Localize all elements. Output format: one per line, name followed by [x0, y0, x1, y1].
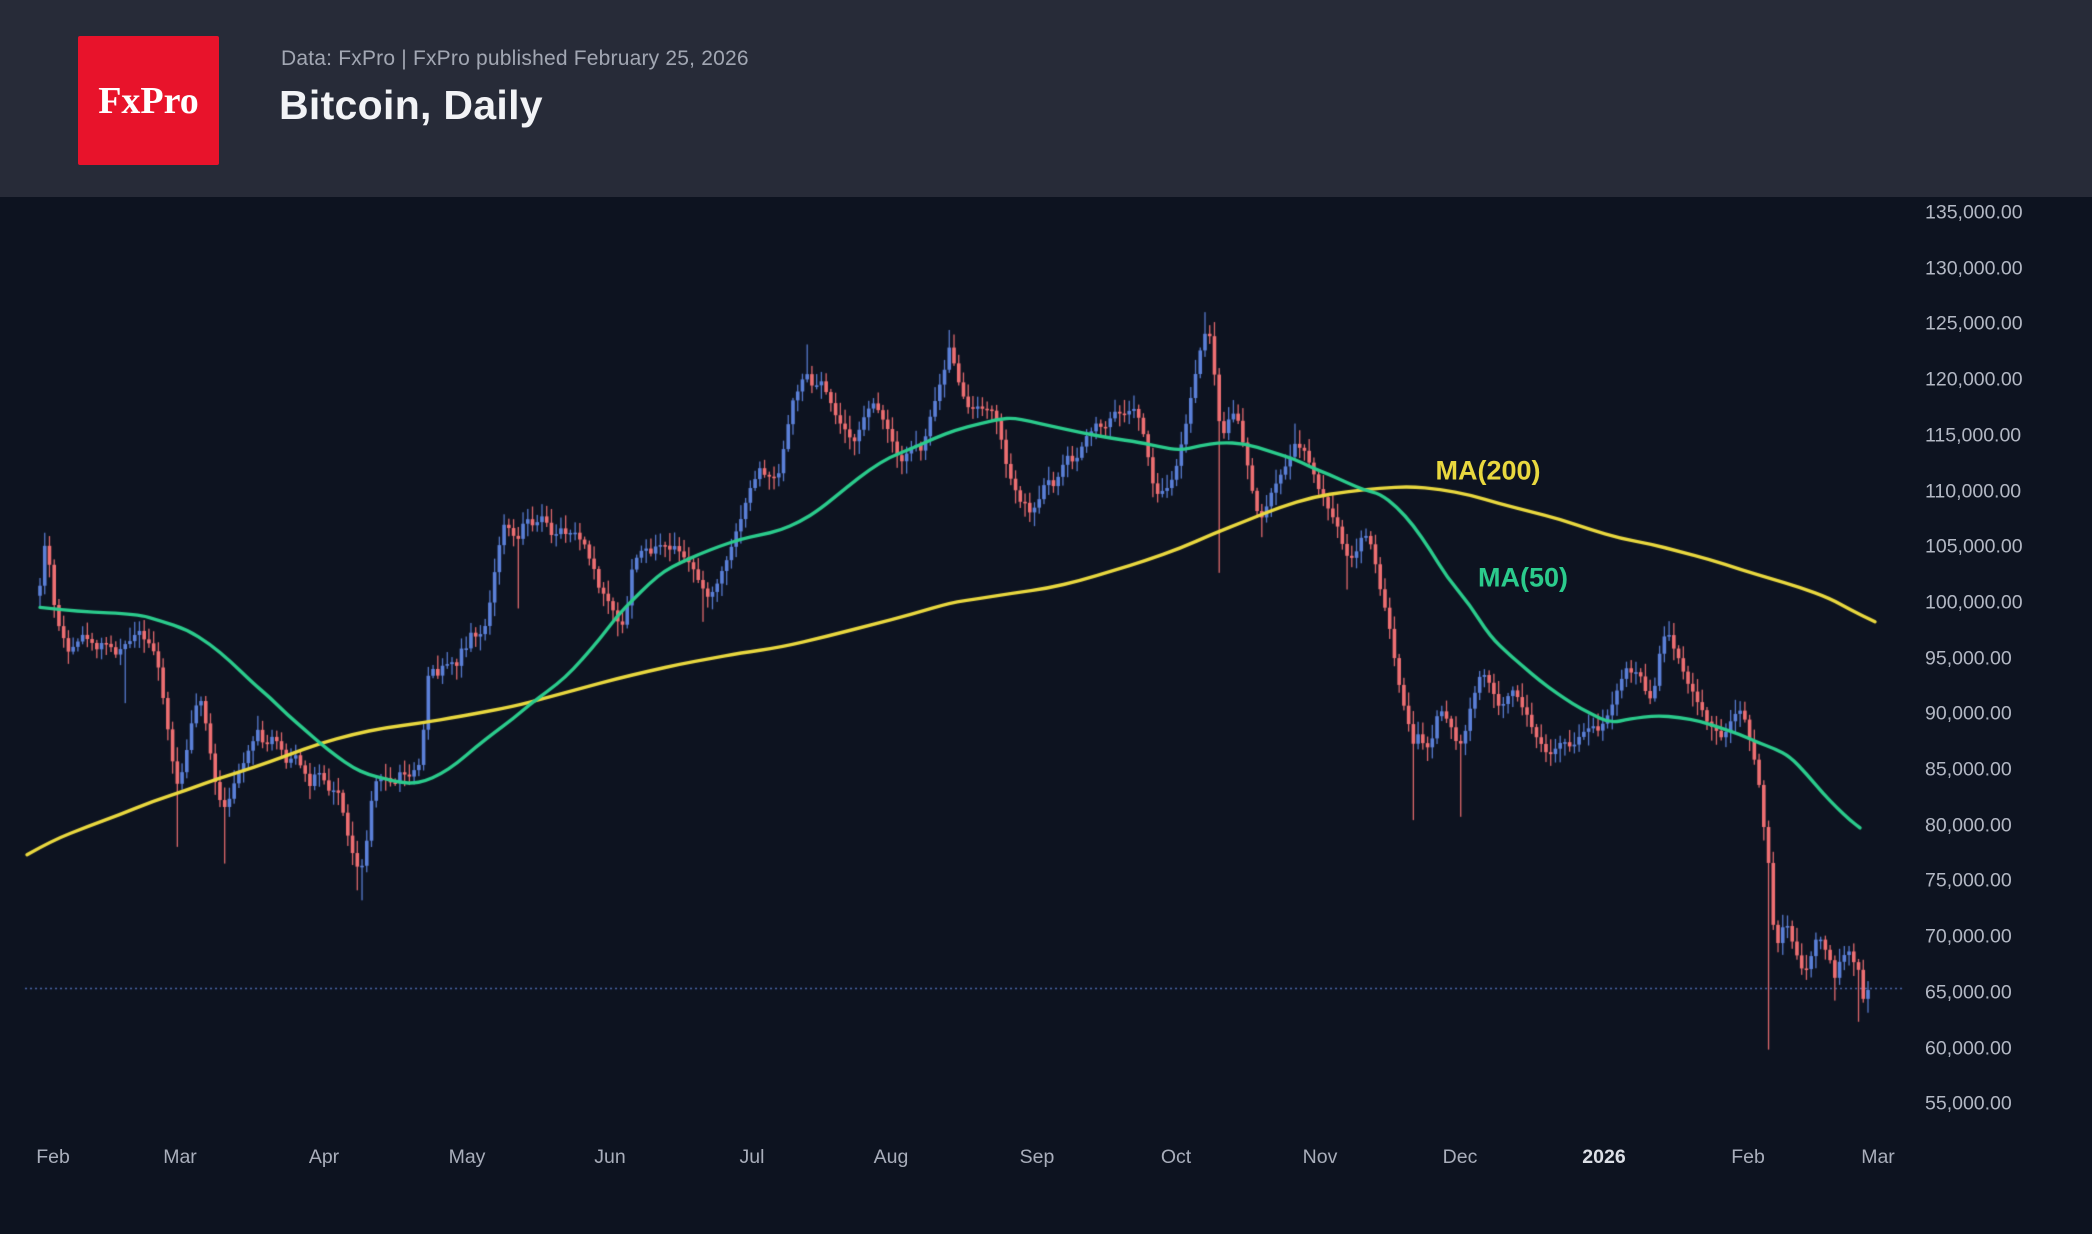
- price-axis-label: 125,000.00: [1925, 312, 2023, 335]
- time-axis-label: Aug: [873, 1146, 909, 1168]
- price-axis-label: 75,000.00: [1925, 869, 2012, 892]
- time-axis-label: Feb: [36, 1146, 70, 1168]
- price-axis-label: 105,000.00: [1925, 535, 2023, 558]
- price-axis-label: 70,000.00: [1925, 925, 2012, 948]
- time-axis-label: Apr: [308, 1146, 340, 1168]
- time-axis-label: Sep: [1019, 1146, 1055, 1168]
- price-axis-label: 80,000.00: [1925, 814, 2012, 837]
- chart-source-caption: Data: FxPro | FxPro published February 2…: [281, 47, 749, 70]
- chart-title: Bitcoin, Daily: [279, 82, 543, 128]
- price-axis-label: 65,000.00: [1925, 981, 2012, 1004]
- price-axis-label: 115,000.00: [1925, 424, 2022, 447]
- time-axis-label: May: [448, 1146, 486, 1168]
- price-axis-label: 95,000.00: [1925, 647, 2012, 670]
- fxpro-logo: FxPro: [78, 36, 219, 165]
- time-axis-label: Dec: [1442, 1146, 1478, 1168]
- price-axis-label: 130,000.00: [1925, 257, 2023, 280]
- time-axis-label: Nov: [1302, 1146, 1338, 1168]
- ma50-legend-label: MA(50): [1477, 562, 1569, 593]
- price-axis-label: 85,000.00: [1925, 758, 2012, 781]
- time-axis-label: Mar: [1861, 1146, 1895, 1168]
- price-axis-label: 100,000.00: [1925, 591, 2023, 614]
- price-axis-label: 55,000.00: [1925, 1092, 2012, 1115]
- time-axis-label: 2026: [1582, 1146, 1626, 1168]
- price-axis-label: 120,000.00: [1925, 368, 2023, 391]
- header-bar: FxPro Data: FxPro | FxPro published Febr…: [0, 0, 2092, 197]
- price-axis-label: 110,000.00: [1925, 480, 2022, 502]
- time-axis-label: Oct: [1160, 1146, 1192, 1168]
- time-axis-label: Feb: [1731, 1146, 1765, 1168]
- price-axis-label: 135,000.00: [1925, 201, 2023, 224]
- ma200-legend-label: MA(200): [1435, 455, 1541, 486]
- time-axis-label: Jul: [739, 1146, 765, 1168]
- time-axis-label: Mar: [163, 1146, 197, 1168]
- fxpro-logo-text: FxPro: [98, 79, 199, 122]
- price-axis-label: 90,000.00: [1925, 702, 2012, 725]
- price-axis-label: 60,000.00: [1925, 1037, 2012, 1059]
- time-axis-label: Jun: [594, 1146, 626, 1168]
